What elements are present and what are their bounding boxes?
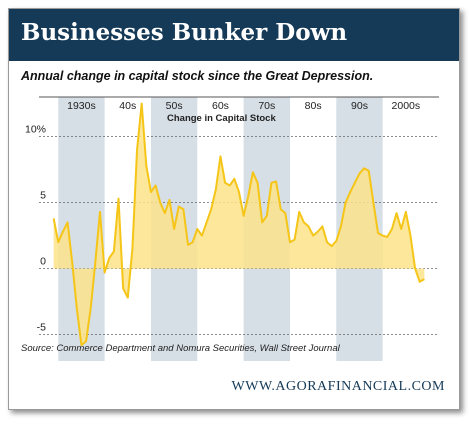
chart-subtitle: Annual change in capital stock since the… [21,69,374,83]
x-tick-label-2: 40s [119,100,136,112]
x-tick-label-8: 2000s [392,100,421,112]
y-tick-label-5: 5 [40,190,46,202]
source-note: Source: Commerce Department and Nomura S… [21,343,340,354]
x-tick-label-6: 80s [305,100,322,112]
series-area [52,102,425,347]
y-tick-label-10: 10% [25,124,46,136]
x-tick-label-4: 60s [212,100,229,112]
chart-plot: 1930s 40s 50s 60s 70s 80s 90s 2000s 10% 5 0 -5 Chan… [25,96,439,361]
series-area-fill [53,103,425,346]
x-tick-label-3: 50s [166,100,183,112]
inner-chart-title: Change in Capital Stock [167,113,276,124]
website-link[interactable]: WWW.AGORAFINANCIAL.COM [231,379,445,394]
x-tick-label-5: 70s [258,100,275,112]
y-tick-label-0: 0 [40,256,46,268]
series-line [52,102,425,347]
chart-card: Businesses Bunker Down Annual change in … [8,8,460,410]
header-banner: Businesses Bunker Down [9,9,459,61]
x-tick-label-7: 90s [351,100,368,112]
chart-title: Businesses Bunker Down [21,19,348,46]
axis-labels: 1930s 40s 50s 60s 70s 80s 90s 2000s 10% 5 0 -5 [25,100,420,334]
x-tick-label-1: 1930s [67,100,96,112]
y-tick-label--5: -5 [37,322,46,334]
